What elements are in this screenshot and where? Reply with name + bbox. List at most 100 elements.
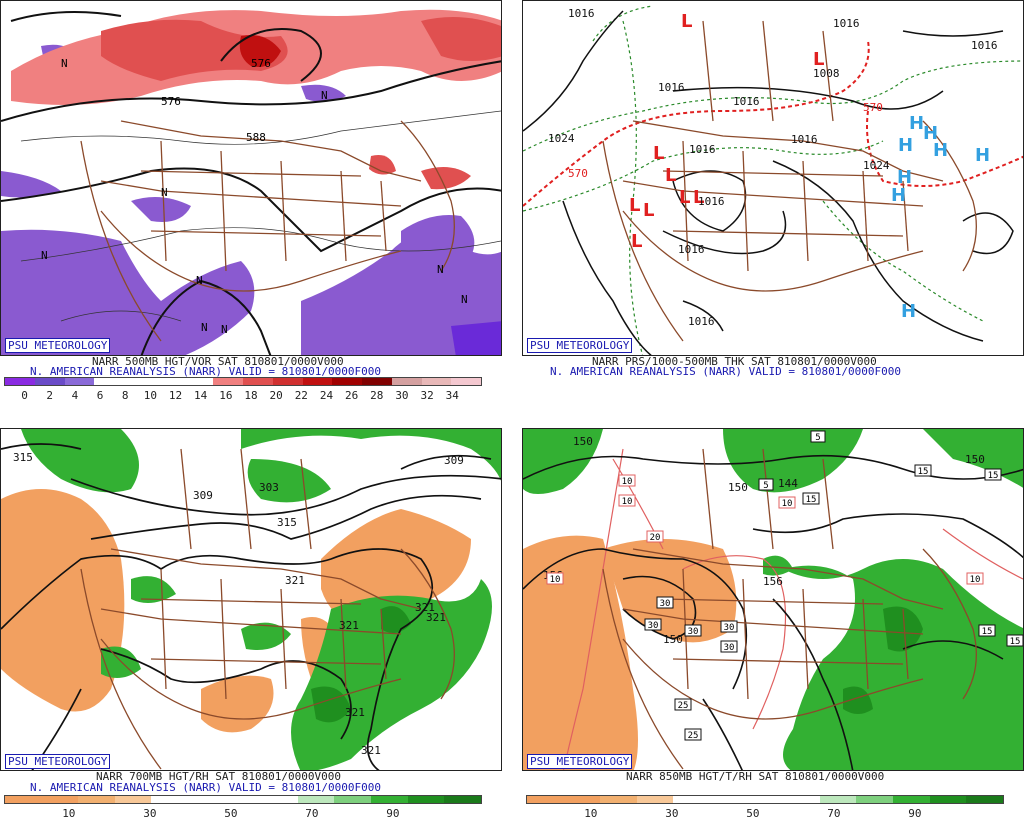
rh-moist-area <box>843 686 873 714</box>
vort-pos-area <box>421 17 501 61</box>
rh-moist-area <box>723 429 863 493</box>
temp-label: 25 <box>678 701 689 711</box>
map-surface[interactable]: H H H H H H H H L L L L L L L L L <box>522 0 1024 356</box>
caption-valid: N. AMERICAN REANALYSIS (NARR) VALID = 81… <box>30 365 381 378</box>
temp-label: 10 <box>550 575 561 585</box>
colorbar-swatch <box>302 378 333 385</box>
isobar-label: 1016 <box>698 195 725 208</box>
height-label: 150 <box>728 481 748 494</box>
low-pressure-marker: L <box>643 200 654 221</box>
height-label: 321 <box>339 619 359 632</box>
isobar-label: 1024 <box>548 132 575 145</box>
map-850mb[interactable]: 150 150 150 144 156 156 150 5 5 10 10 10… <box>522 428 1024 771</box>
low-pressure-marker: L <box>679 187 690 208</box>
colorbar-swatch <box>527 796 564 803</box>
map-500mb[interactable]: N N N N N N N N N 576 576 588 PSU METEOR… <box>0 0 502 356</box>
colorbar-tick: 50 <box>746 807 760 819</box>
high-pressure-marker: H <box>891 185 906 206</box>
height-label: 144 <box>778 477 798 490</box>
colorbar-tick: 70 <box>305 807 319 819</box>
rh-dry-area <box>201 675 274 733</box>
colorbar-tick: 26 <box>345 389 359 402</box>
colorbar-swatch <box>856 796 894 803</box>
colorbar-tick: 90 <box>386 807 400 819</box>
caption-title: NARR PRS/1000-500MB THK SAT 810801/0000V… <box>592 355 877 368</box>
low-pressure-marker: L <box>629 195 640 216</box>
psu-logo: PSU METEOROLOGY <box>527 338 633 353</box>
colorbar-swatch <box>600 796 637 803</box>
vort-contour <box>20 110 501 145</box>
rh-moist-area <box>241 622 291 650</box>
colorbar-swatch <box>78 796 115 803</box>
map-label: N <box>321 89 328 102</box>
vort-neg-area <box>301 233 501 355</box>
height-label: 315 <box>13 451 33 464</box>
colorbar-swatch <box>188 796 225 803</box>
colorbar-swatch <box>636 796 674 803</box>
temp-label-box: 15 <box>984 468 1002 481</box>
colorbar-swatch <box>563 796 601 803</box>
high-pressure-marker: H <box>898 135 913 156</box>
isobar-label: 1016 <box>658 81 685 94</box>
map-surface-svg: H H H H H H H H L L L L L L L L L <box>523 5 1023 355</box>
low-pressure-marker: L <box>693 187 704 208</box>
temp-label-box: 15 <box>1006 634 1023 647</box>
political-borders <box>602 20 977 342</box>
high-pressure-marker: H <box>909 113 924 134</box>
colorbar-ticks: 10 30 50 70 90 <box>526 807 1004 819</box>
isobar-label: 1016 <box>688 315 715 328</box>
temp-label-box: 10 <box>618 494 636 507</box>
map-850mb-svg: 150 150 150 144 156 156 150 5 5 10 10 10… <box>523 429 1023 770</box>
temp-label-box: 30 <box>684 624 702 637</box>
colorbar-tick: 12 <box>168 389 183 402</box>
colorbar-swatch <box>243 378 273 385</box>
isobars <box>523 10 1014 355</box>
rh-moist-area <box>883 606 923 652</box>
thickness-contours <box>523 5 1023 355</box>
low-pressure-marker: L <box>681 11 692 32</box>
panel-850mb: 150 150 150 144 156 156 150 5 5 10 10 10… <box>522 428 1024 819</box>
colorbar-swatch <box>153 378 184 385</box>
rh-dry-area <box>603 539 737 643</box>
colorbar-vorticity <box>4 377 482 386</box>
vort-neg-area <box>451 321 501 355</box>
temp-label-box: 5 <box>758 478 774 491</box>
vort-contour <box>60 310 182 322</box>
colorbar-swatch <box>41 796 79 803</box>
colorbar-tick: 22 <box>294 389 308 402</box>
colorbar-tick: 20 <box>269 389 283 402</box>
colorbar-swatch <box>64 378 95 385</box>
height-contour <box>1 60 501 122</box>
temp-label-box: 20 <box>646 530 664 543</box>
colorbar-swatch <box>5 796 42 803</box>
colorbar-tick: 70 <box>827 807 841 819</box>
colorbar-swatch <box>421 378 452 385</box>
height-label: 321 <box>415 601 435 614</box>
vort-pos-area <box>421 167 471 190</box>
psu-logo: PSU METEOROLOGY <box>5 338 111 353</box>
rh-moist-area <box>241 429 501 482</box>
caption-title: NARR 850MB HGT/T/RH SAT 810801/0000V000 <box>626 770 885 783</box>
map-700mb[interactable]: 315 309 309 303 315 321 321 321 321 321 … <box>0 428 502 771</box>
height-label: 309 <box>444 454 464 467</box>
height-contour <box>220 28 322 82</box>
rh-moist-area <box>523 429 603 494</box>
colorbar-tick: 90 <box>908 807 922 819</box>
height-contours <box>1 443 501 770</box>
colorbar-tick: 2 <box>46 389 54 402</box>
rh-moist-area <box>291 579 492 770</box>
colorbar-tick: 10 <box>62 807 76 819</box>
colorbar-swatch <box>261 796 298 803</box>
vort-pos-area <box>101 19 288 81</box>
colorbar-tick: 50 <box>224 807 238 819</box>
height-label: 321 <box>426 611 446 624</box>
temp-label: 5 <box>763 481 768 491</box>
colorbar-rh <box>4 795 482 804</box>
temp-label: 15 <box>982 627 993 637</box>
high-pressure-marker: H <box>975 145 990 166</box>
height-contours <box>523 454 1023 770</box>
high-pressure-marker: H <box>923 123 938 144</box>
temp-label: 30 <box>660 599 671 609</box>
caption-title: NARR 500MB HGT/VOR SAT 810801/0000V000 <box>92 355 344 368</box>
colorbar-swatch <box>272 378 303 385</box>
